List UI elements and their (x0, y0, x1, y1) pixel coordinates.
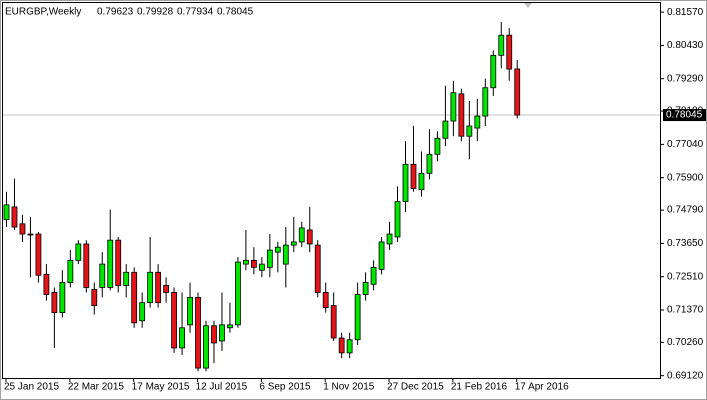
candle-body (171, 292, 177, 349)
x-tick-label: 6 Sep 2015 (259, 382, 311, 393)
x-tick-label: 12 Jul 2015 (196, 382, 248, 393)
candle-body (187, 297, 193, 326)
candle-body (123, 271, 130, 286)
candle-body (99, 263, 106, 288)
header-high: 0.79928 (137, 7, 174, 18)
y-tick-label: 0.69120 (667, 370, 704, 381)
candle-body (378, 241, 385, 270)
shift-marker (524, 3, 532, 8)
candle-body (91, 289, 98, 306)
candle-body (195, 297, 201, 369)
candle-body (394, 201, 401, 238)
header-close: 0.78045 (217, 7, 254, 18)
candle-body (362, 282, 369, 295)
candle-body (346, 339, 353, 354)
y-tick-label: 0.75900 (667, 172, 704, 183)
y-tick-label: 0.71370 (667, 305, 704, 316)
chart-title: EURGBP,Weekly (5, 7, 81, 18)
candle-body (410, 163, 417, 189)
y-tick-label: 0.72510 (667, 271, 704, 282)
candle-body (306, 229, 313, 245)
candle-body (330, 305, 337, 339)
candle-body (59, 282, 66, 313)
candle-body (314, 244, 321, 293)
candle-body (274, 246, 281, 253)
candle-body (3, 204, 10, 221)
candle-body (442, 120, 449, 139)
candle-body (322, 292, 329, 309)
x-tick-label: 22 Mar 2015 (68, 382, 125, 393)
x-tick-label: 1 Nov 2015 (323, 382, 375, 393)
candle-body (370, 266, 377, 285)
candle-body (386, 233, 393, 245)
candle-body (282, 244, 289, 265)
candle-body (250, 259, 257, 268)
y-tick-label: 0.73650 (667, 238, 704, 249)
candle-body (11, 206, 18, 228)
candle-body (51, 292, 58, 313)
candle-body (227, 324, 233, 329)
y-tick-label: 0.81570 (667, 7, 704, 18)
y-tick-label: 0.80430 (667, 40, 704, 51)
candle-body (514, 68, 521, 116)
candle-body (466, 125, 473, 137)
candle-body (27, 233, 34, 236)
y-tick-label: 0.70260 (667, 337, 704, 348)
candle-body (75, 243, 82, 261)
candle-body (498, 34, 505, 56)
candle-body (434, 137, 441, 155)
x-tick-label: 25 Jan 2015 (4, 382, 59, 393)
candle-body (458, 93, 465, 137)
candle-body (450, 92, 457, 122)
candle-body (235, 261, 241, 326)
candle-body (163, 285, 170, 293)
candle-body (338, 337, 345, 354)
x-tick-label: 27 Dec 2015 (387, 382, 444, 393)
x-tick-label: 17 Apr 2016 (515, 382, 569, 393)
y-tick-label: 0.79290 (667, 73, 704, 84)
x-tick-label: 17 May 2015 (132, 382, 190, 393)
candle-body (43, 273, 50, 295)
header-low: 0.77934 (177, 7, 214, 18)
candle-body (474, 115, 481, 129)
candle-body (83, 243, 90, 288)
candle-body (354, 294, 361, 341)
y-tick-label: 0.74790 (667, 205, 704, 216)
candle-body (490, 54, 497, 89)
x-tick-label: 21 Feb 2016 (451, 382, 508, 393)
candle-body (258, 263, 265, 271)
candle-body (426, 153, 433, 174)
candle-body (147, 271, 154, 304)
candle-body (298, 227, 305, 243)
candle-body (131, 271, 138, 324)
last-price-label: 0.78045 (666, 110, 703, 121)
candle-body (115, 239, 122, 286)
candle-body (67, 259, 74, 283)
candle-body (35, 233, 42, 276)
candle-body (139, 302, 146, 322)
last-price-box (663, 109, 706, 122)
candle-body (266, 249, 273, 268)
y-tick-label: 0.77040 (667, 139, 704, 150)
plot-border (2, 2, 661, 379)
candle-body (506, 34, 513, 70)
candle-body (242, 259, 249, 265)
candle-body (107, 239, 114, 288)
candle-body (418, 172, 425, 191)
candle-body (402, 163, 409, 203)
candle-body (219, 324, 225, 342)
candle-body (155, 271, 162, 304)
header: EURGBP,Weekly 0.79623 0.79928 0.77934 0.… (5, 7, 254, 18)
candle-body (19, 223, 26, 235)
candle-body (290, 241, 297, 246)
candle-body (211, 325, 217, 344)
candle-body (179, 327, 185, 349)
header-open: 0.79623 (97, 7, 134, 18)
candle-body (482, 87, 489, 117)
candle-body (203, 325, 209, 369)
